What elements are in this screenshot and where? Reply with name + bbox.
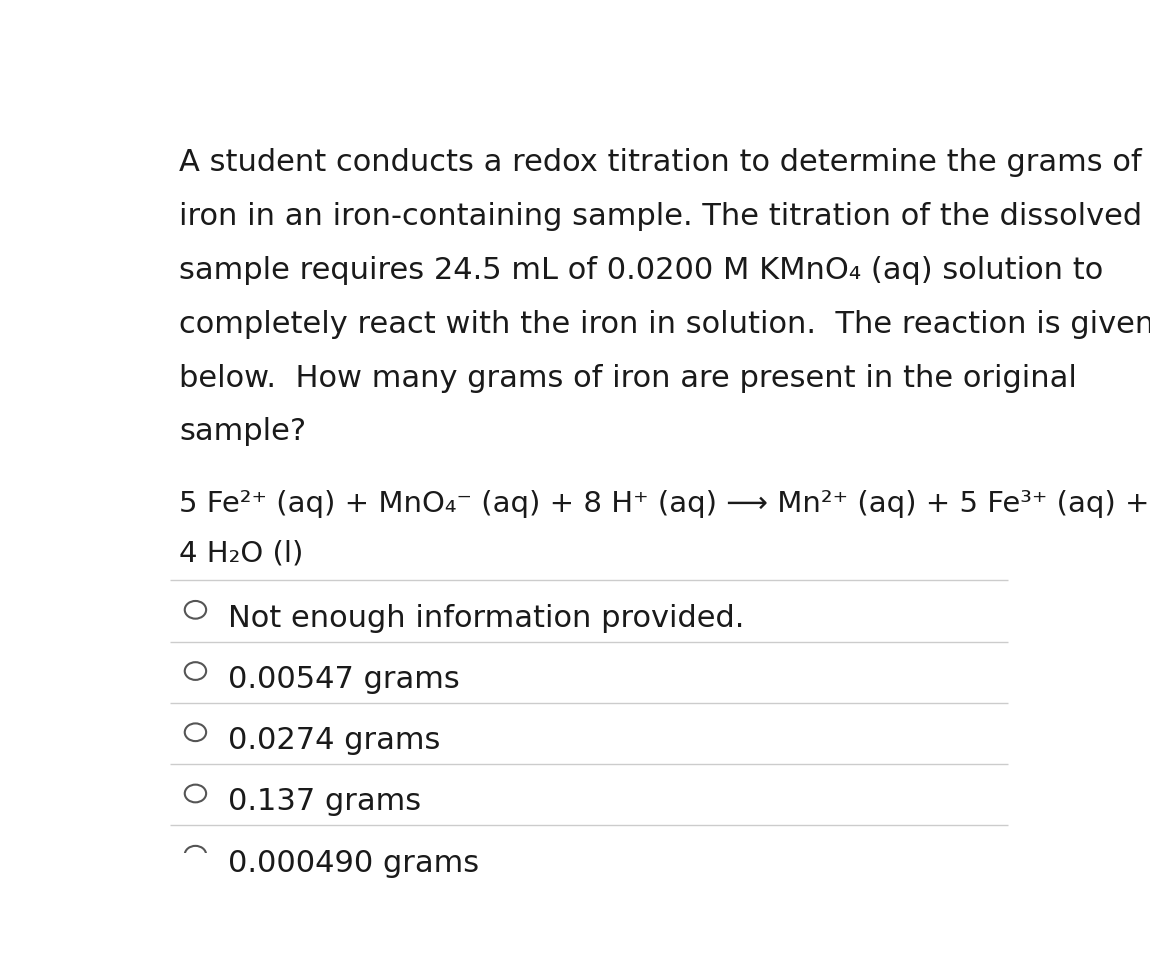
Text: 0.00547 grams: 0.00547 grams (229, 665, 460, 694)
Text: 5 Fe²⁺ (aq) + MnO₄⁻ (aq) + 8 H⁺ (aq) ⟶ Mn²⁺ (aq) + 5 Fe³⁺ (aq) +: 5 Fe²⁺ (aq) + MnO₄⁻ (aq) + 8 H⁺ (aq) ⟶ M… (179, 490, 1150, 517)
Text: A student conducts a redox titration to determine the grams of: A student conducts a redox titration to … (179, 148, 1142, 177)
Text: sample?: sample? (179, 418, 307, 446)
Text: sample requires 24.5 mL of 0.0200 M KMnO₄ (aq) solution to: sample requires 24.5 mL of 0.0200 M KMnO… (179, 256, 1104, 285)
Text: Not enough information provided.: Not enough information provided. (229, 604, 745, 632)
Text: below.  How many grams of iron are present in the original: below. How many grams of iron are presen… (179, 363, 1078, 393)
Text: iron in an iron-containing sample. The titration of the dissolved: iron in an iron-containing sample. The t… (179, 202, 1143, 231)
Text: 0.137 grams: 0.137 grams (229, 787, 422, 816)
Text: 0.000490 grams: 0.000490 grams (229, 849, 480, 878)
Text: completely react with the iron in solution.  The reaction is given: completely react with the iron in soluti… (179, 309, 1150, 339)
Text: 0.0274 grams: 0.0274 grams (229, 726, 440, 755)
Text: 4 H₂O (l): 4 H₂O (l) (179, 540, 304, 568)
